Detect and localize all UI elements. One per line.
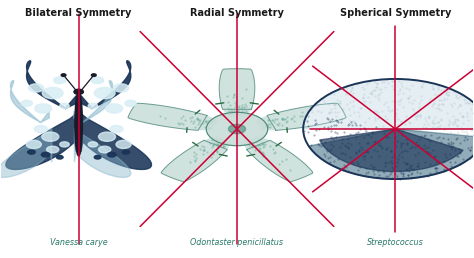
Circle shape [99, 132, 116, 141]
Text: Radial Symmetry: Radial Symmetry [190, 9, 284, 18]
Ellipse shape [75, 92, 82, 156]
Circle shape [54, 77, 66, 84]
Polygon shape [81, 114, 152, 170]
Circle shape [106, 104, 123, 113]
Circle shape [28, 84, 44, 92]
Circle shape [88, 142, 98, 147]
Circle shape [34, 125, 47, 133]
Circle shape [303, 79, 474, 179]
Circle shape [110, 125, 123, 133]
Circle shape [99, 146, 111, 153]
Circle shape [21, 100, 32, 106]
Polygon shape [243, 136, 313, 182]
Wedge shape [309, 129, 474, 179]
Circle shape [60, 142, 69, 147]
Circle shape [206, 112, 268, 146]
Text: Odontaster penicillatus: Odontaster penicillatus [191, 238, 283, 247]
Circle shape [88, 103, 98, 108]
Circle shape [91, 77, 104, 84]
Circle shape [228, 124, 246, 134]
Polygon shape [219, 69, 255, 117]
Circle shape [60, 103, 69, 108]
Wedge shape [319, 129, 463, 172]
Polygon shape [27, 61, 76, 108]
Text: Bilateral Symmetry: Bilateral Symmetry [26, 9, 132, 18]
Polygon shape [0, 128, 52, 178]
Polygon shape [74, 80, 112, 123]
Circle shape [114, 84, 129, 92]
Text: Vanessa carye: Vanessa carye [50, 238, 108, 247]
Circle shape [46, 146, 59, 153]
Polygon shape [10, 80, 49, 123]
Polygon shape [74, 128, 131, 178]
Polygon shape [161, 136, 231, 182]
Text: Streptococcus: Streptococcus [367, 238, 424, 247]
Circle shape [61, 74, 66, 76]
Text: Spherical Symmetry: Spherical Symmetry [340, 9, 451, 18]
Circle shape [74, 89, 83, 94]
Polygon shape [128, 103, 219, 130]
Circle shape [116, 140, 131, 149]
Circle shape [122, 150, 130, 154]
Circle shape [41, 152, 50, 157]
Circle shape [26, 140, 41, 149]
Circle shape [27, 150, 35, 154]
Circle shape [56, 155, 63, 159]
Polygon shape [6, 114, 76, 170]
Circle shape [94, 87, 115, 99]
Circle shape [35, 104, 52, 113]
Circle shape [42, 87, 63, 99]
Circle shape [91, 74, 96, 76]
Polygon shape [255, 103, 346, 130]
Circle shape [94, 155, 101, 159]
Circle shape [42, 132, 59, 141]
Circle shape [108, 152, 116, 157]
Polygon shape [81, 61, 131, 108]
Wedge shape [303, 79, 474, 129]
Circle shape [125, 100, 137, 106]
